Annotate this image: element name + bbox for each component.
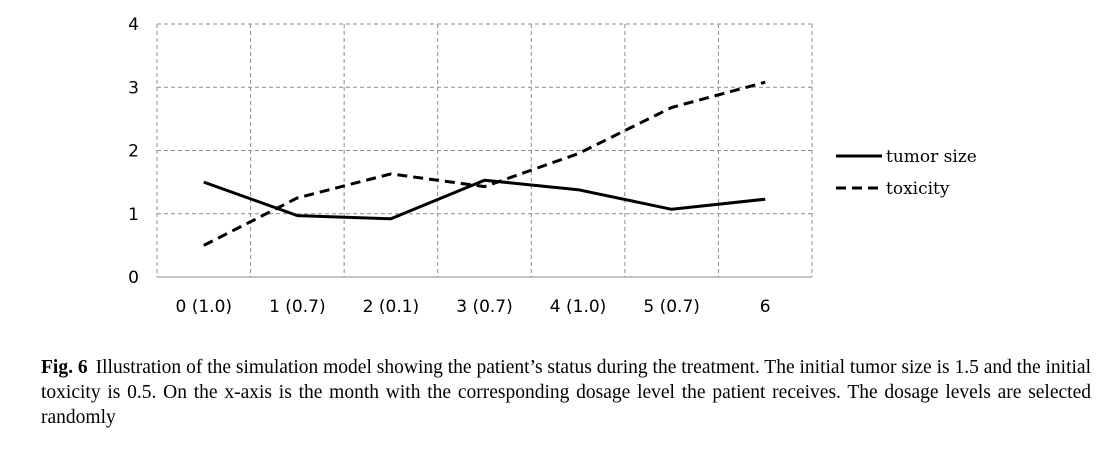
chart-svg: 0 1 2 3 4 0 (1.0) 1 (0.7) 2 (0.1) 3 (0.7) 4 (1.0)…	[128, 15, 977, 317]
x-tick-label: 6	[760, 297, 771, 317]
series-line-toxicity	[203, 80, 766, 247]
x-tick-label: 1 (0.7)	[269, 297, 326, 317]
series-line-tumor-size	[203, 178, 766, 221]
figure-caption: Fig. 6 Illustration of the simulation mod…	[41, 355, 1091, 430]
x-tick-label: 0 (1.0)	[176, 297, 233, 317]
y-tick-label: 0	[128, 268, 139, 288]
legend-label: tumor size	[886, 147, 977, 167]
y-tick-label: 2	[128, 142, 139, 162]
figure-caption-text: Illustration of the simulation model sho…	[41, 357, 1091, 428]
y-tick-label: 3	[128, 78, 139, 98]
x-tick-label: 2 (0.1)	[363, 297, 420, 317]
y-tick-label: 4	[128, 15, 139, 35]
x-tick-label: 3 (0.7)	[456, 297, 513, 317]
line-chart: 0 1 2 3 4 0 (1.0) 1 (0.7) 2 (0.1) 3 (0.7) 4 (1.0)…	[128, 15, 977, 317]
y-tick-label: 1	[128, 205, 139, 225]
x-tick-label: 5 (0.7)	[643, 297, 700, 317]
legend-label: toxicity	[886, 179, 950, 199]
figure-label: Fig. 6	[41, 357, 88, 378]
x-tick-label: 4 (1.0)	[550, 297, 607, 317]
